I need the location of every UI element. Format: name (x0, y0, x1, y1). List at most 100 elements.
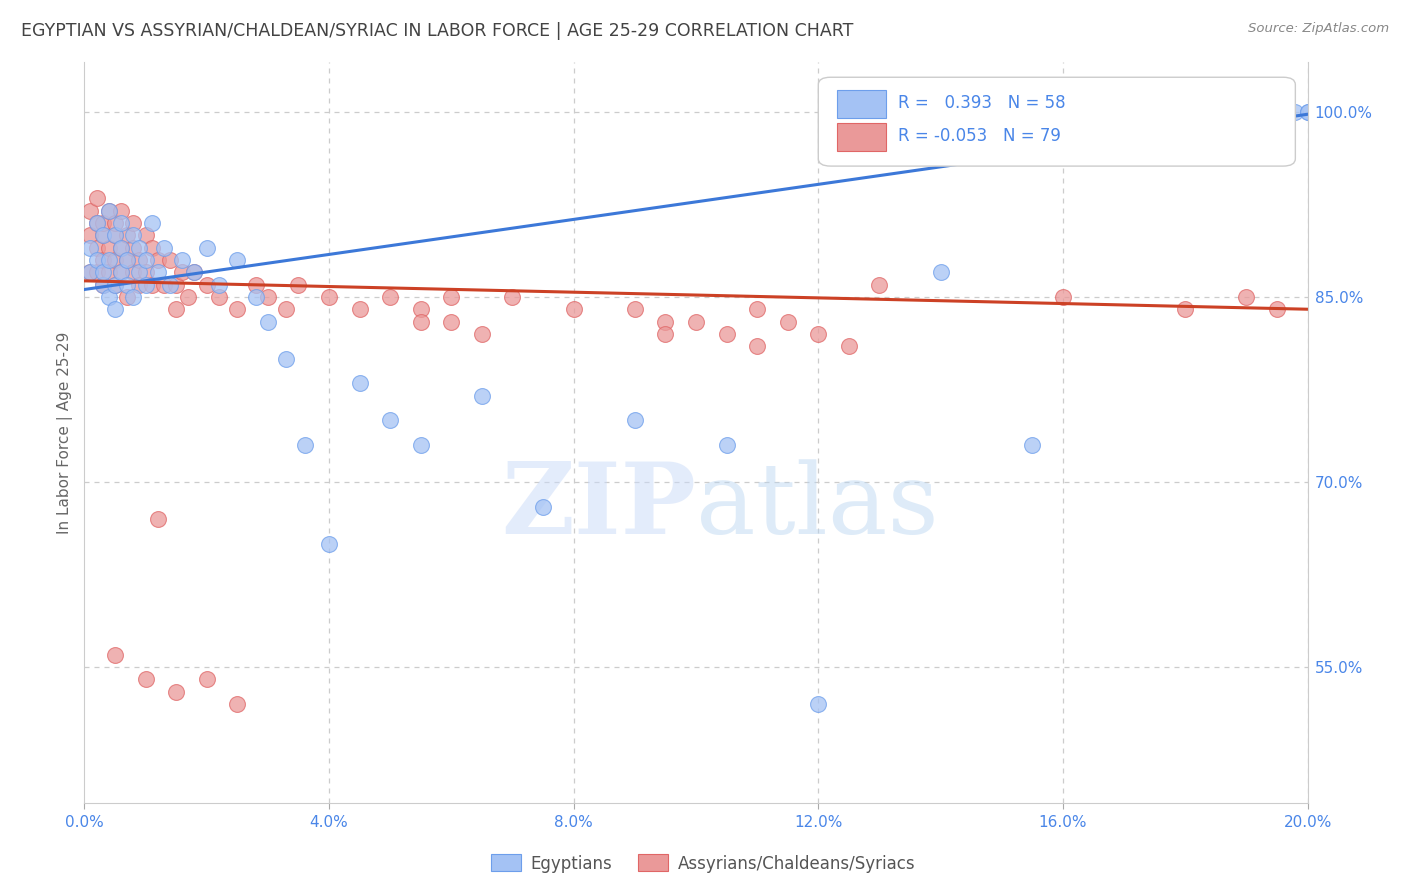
Point (349, 302, 371, 317)
Point (287, 277, 309, 292)
Point (654, 326, 676, 341)
Point (1021, 438, 1043, 452)
Point (91, 228, 114, 243)
Point (349, 376, 371, 391)
Point (471, 326, 494, 341)
Text: EGYPTIAN VS ASSYRIAN/CHALDEAN/SYRIAC IN LABOR FORCE | AGE 25-29 CORRELATION CHAR: EGYPTIAN VS ASSYRIAN/CHALDEAN/SYRIAC IN … (21, 22, 853, 40)
Point (128, 240, 150, 255)
Point (135, 277, 157, 292)
Point (86, 265, 108, 279)
Point (141, 240, 163, 255)
Point (624, 413, 647, 427)
Point (86, 216, 108, 230)
Point (128, 265, 150, 279)
Point (86, 252, 108, 267)
Point (135, 228, 157, 243)
Point (318, 537, 340, 551)
Point (380, 413, 402, 427)
Point (172, 265, 194, 279)
Point (97, 240, 120, 255)
Point (79, 228, 101, 243)
Point (471, 389, 494, 403)
Point (110, 203, 132, 218)
Point (276, 351, 298, 366)
Point (1114, 104, 1136, 119)
Point (177, 290, 200, 304)
Point (110, 240, 132, 255)
Point (104, 252, 127, 267)
Point (257, 290, 280, 304)
Legend: Egyptians, Assyrians/Chaldeans/Syriacs: Egyptians, Assyrians/Chaldeans/Syriacs (484, 847, 922, 880)
Point (91, 216, 114, 230)
Point (165, 277, 187, 292)
Point (79, 240, 101, 255)
Point (165, 685, 187, 699)
Point (257, 315, 280, 329)
Point (562, 302, 585, 317)
Point (226, 302, 249, 317)
Point (1296, 104, 1319, 119)
Point (79, 203, 101, 218)
Point (183, 265, 205, 279)
Point (869, 277, 891, 292)
Point (115, 290, 138, 304)
Point (226, 697, 249, 711)
Point (409, 438, 432, 452)
Point (91, 265, 114, 279)
Point (146, 252, 169, 267)
Point (1265, 104, 1288, 119)
Point (91, 277, 114, 292)
Point (104, 216, 127, 230)
Point (91, 277, 114, 292)
Point (276, 302, 298, 317)
Point (747, 339, 769, 353)
Point (135, 265, 157, 279)
Text: atlas: atlas (696, 458, 939, 555)
Point (226, 252, 249, 267)
Point (91, 252, 114, 267)
Text: Source: ZipAtlas.com: Source: ZipAtlas.com (1249, 22, 1389, 36)
Point (104, 302, 127, 317)
Point (776, 315, 799, 329)
Point (409, 302, 432, 317)
Point (97, 290, 120, 304)
Point (97, 203, 120, 218)
Point (135, 252, 157, 267)
Point (165, 302, 187, 317)
Point (153, 240, 176, 255)
Point (318, 290, 340, 304)
Point (172, 252, 194, 267)
Point (747, 302, 769, 317)
Point (91, 228, 114, 243)
Point (122, 265, 145, 279)
Point (141, 216, 163, 230)
Point (245, 277, 267, 292)
Point (135, 673, 157, 687)
Point (531, 500, 554, 514)
Point (104, 228, 127, 243)
Point (128, 277, 150, 292)
Point (1236, 104, 1258, 119)
Point (86, 240, 108, 255)
Point (79, 265, 101, 279)
Point (1296, 104, 1319, 119)
Point (110, 265, 132, 279)
Point (195, 673, 218, 687)
Point (104, 277, 127, 292)
Point (122, 290, 145, 304)
Point (141, 277, 163, 292)
Point (1236, 290, 1258, 304)
Point (97, 203, 120, 218)
Point (86, 216, 108, 230)
Point (716, 326, 738, 341)
Point (838, 339, 860, 353)
Point (104, 648, 127, 662)
Point (110, 240, 132, 255)
FancyBboxPatch shape (837, 123, 886, 152)
Point (122, 216, 145, 230)
Point (79, 265, 101, 279)
Point (208, 290, 231, 304)
Point (146, 512, 169, 526)
Y-axis label: In Labor Force | Age 25-29: In Labor Force | Age 25-29 (58, 332, 73, 533)
Point (115, 252, 138, 267)
